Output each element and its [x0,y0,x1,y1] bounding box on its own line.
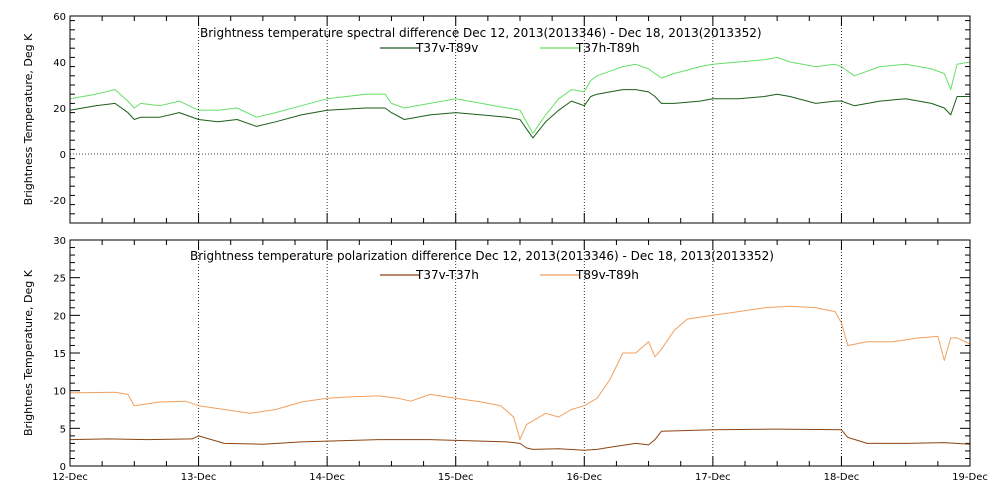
legend-label: T37v-T37h [415,268,479,282]
x-tick-label: 19-Dec [952,472,988,483]
x-tick-label: 17-Dec [695,472,731,483]
plot-frame [69,15,971,224]
y-tick-label: 40 [53,58,66,69]
series-line-t37v-t89v [69,89,970,139]
x-tick-label: 13-Dec [181,472,217,483]
y-tick-label: 20 [53,311,66,322]
y-axis-label: Brightnes Temperature, Deg K [22,269,35,436]
y-tick-label: -20 [50,196,66,207]
x-tick-label: 14-Dec [309,472,345,483]
plot-frame [69,239,971,467]
y-tick-label: 60 [53,12,66,23]
series-line-t37v-t37h [69,428,971,451]
y-tick-label: 0 [60,462,66,473]
y-tick-label: 5 [60,424,66,435]
legend-label: T37h-T89h [575,41,640,55]
legend-label: T37v-T89v [415,41,478,55]
series-line-t89v-t89h [69,305,971,441]
y-tick-label: 25 [53,274,66,285]
polarization-difference-panel: 0 5 10 15 20 25 30 12-Dec 13-Dec 14-Dec 15-Dec 16-D… [22,236,988,483]
y-tick-label: 0 [60,150,66,161]
y-tick-label: 15 [53,349,66,360]
y-axis-label: Brightness Temperature, Deg K [22,33,35,205]
legend-label: T89v-T89h [575,268,639,282]
y-tick-label: 20 [53,104,66,115]
x-tick-label: 15-Dec [438,472,474,483]
y-tick-label: 30 [53,236,66,247]
y-tick-label: 10 [53,387,66,398]
spectral-difference-panel: -20 0 20 40 60 Brightness temperature spectra… [22,12,971,224]
x-tick-label: 16-Dec [566,472,602,483]
series-line-t37h-t89h [69,56,971,134]
x-tick-label: 12-Dec [52,472,88,483]
chart-title: Brightness temperature spectral differen… [200,26,762,40]
chart-title: Brightness temperature polarization diff… [190,249,774,263]
x-tick-label: 18-Dec [824,472,860,483]
